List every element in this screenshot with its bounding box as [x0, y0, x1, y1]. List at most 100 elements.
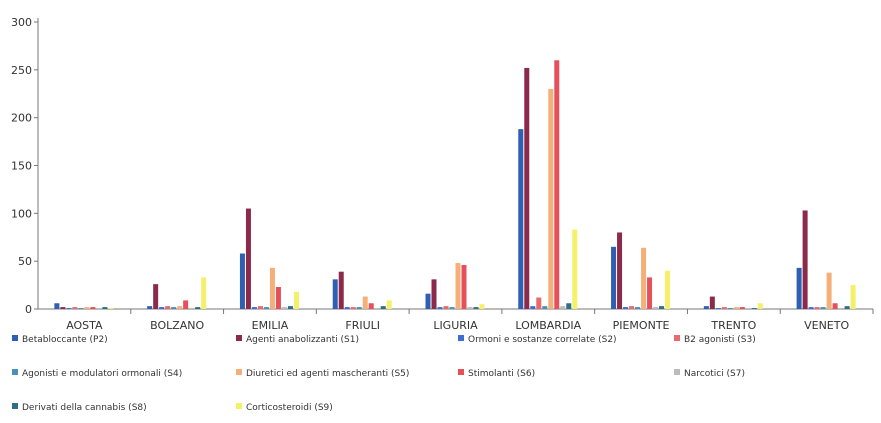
y-tick-label: 300 — [11, 16, 32, 29]
bar — [838, 308, 844, 309]
legend-label: Narcotici (S7) — [684, 369, 745, 379]
legend-swatch — [236, 369, 242, 375]
bar — [751, 308, 757, 309]
bar — [293, 291, 299, 309]
bar — [449, 307, 455, 309]
legend-label: Betabloccante (P2) — [22, 335, 108, 345]
bar — [524, 67, 530, 309]
bar — [554, 60, 560, 310]
bar — [617, 232, 623, 309]
bar — [159, 307, 165, 309]
bar — [171, 307, 177, 309]
bar — [90, 307, 96, 309]
bar — [739, 307, 745, 309]
bar — [431, 279, 437, 309]
bar — [611, 246, 617, 309]
bar — [177, 306, 183, 309]
y-tick-label: 250 — [11, 64, 32, 77]
bar — [338, 271, 344, 309]
bar — [850, 285, 856, 309]
bar — [796, 267, 802, 309]
plot-area: 0 50 100 150 200 250 300 AOSTA BOLZANO EMILIA FRIU… — [11, 16, 874, 332]
bar — [257, 306, 263, 309]
bar — [703, 306, 709, 309]
bar — [287, 306, 293, 309]
bar — [281, 307, 287, 309]
bar — [189, 308, 195, 309]
bar — [332, 279, 338, 309]
legend-label: Agenti anabolizzanti (S1) — [246, 335, 359, 345]
bar — [844, 306, 850, 309]
legend-swatch — [674, 335, 680, 341]
bar — [745, 308, 751, 309]
bar — [275, 286, 281, 309]
legend-label: Diuretici ed agenti mascheranti (S5) — [246, 369, 409, 379]
x-category-label: LIGURIA — [433, 319, 478, 332]
bar — [455, 263, 461, 309]
legend-label: Stimolanti (S6) — [468, 369, 535, 379]
x-category-label: VENETO — [804, 319, 849, 332]
y-tick-label: 200 — [11, 112, 32, 125]
legend-swatch — [12, 403, 18, 409]
bar — [757, 303, 763, 309]
bar — [374, 308, 380, 309]
bar — [239, 253, 245, 309]
bar — [536, 297, 542, 309]
bar — [635, 307, 641, 309]
bar — [443, 306, 449, 309]
legend-label: Ormoni e sostanze correlate (S2) — [468, 335, 617, 345]
legend-label: Derivati della cannabis (S8) — [22, 403, 147, 413]
bar — [820, 307, 826, 309]
x-category-label: BOLZANO — [150, 319, 204, 332]
bar — [96, 308, 102, 309]
y-tick-label: 50 — [18, 255, 32, 268]
bar — [108, 308, 114, 309]
bar — [195, 307, 201, 309]
bar — [66, 308, 72, 309]
bar — [814, 307, 820, 309]
legend-swatch — [12, 369, 18, 375]
bar — [715, 308, 721, 309]
bar — [461, 264, 467, 309]
bar — [659, 306, 665, 309]
bar — [802, 210, 808, 309]
bar — [147, 306, 153, 309]
bar — [263, 307, 269, 309]
bar — [269, 267, 275, 309]
bar — [572, 229, 578, 309]
bar — [479, 304, 485, 309]
bar — [727, 308, 733, 309]
bar — [54, 303, 60, 309]
bar — [362, 296, 368, 309]
bar — [808, 307, 814, 309]
bar — [437, 307, 443, 309]
x-category-label: PIEMONTE — [613, 319, 670, 332]
bar — [542, 306, 548, 309]
bar — [623, 307, 629, 309]
bar — [60, 307, 66, 309]
bar — [350, 307, 356, 309]
legend-swatch — [458, 335, 464, 341]
legend-swatch — [674, 369, 680, 375]
bar — [733, 307, 739, 309]
bar — [832, 303, 838, 309]
bar — [560, 306, 566, 309]
bar — [709, 296, 715, 309]
bar — [78, 308, 84, 309]
x-category-label: FRIULI — [345, 319, 380, 332]
bar — [84, 307, 90, 309]
x-category-label: LOMBARDIA — [515, 319, 581, 332]
y-tick-label: 0 — [25, 303, 32, 316]
bar — [201, 277, 207, 309]
bar — [647, 277, 653, 309]
bar — [467, 307, 473, 309]
bar — [425, 293, 431, 309]
bar — [566, 303, 572, 309]
bar — [165, 306, 171, 309]
bar — [251, 307, 257, 309]
bar — [473, 307, 479, 309]
bar — [72, 307, 78, 309]
legend-swatch — [236, 335, 242, 341]
